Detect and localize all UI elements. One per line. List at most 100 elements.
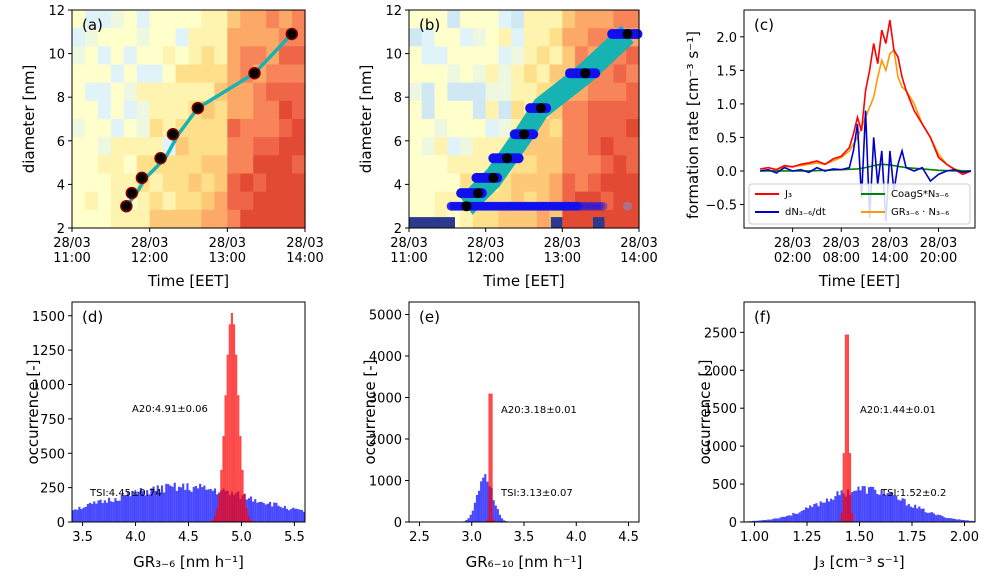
y-tick-label: 4 <box>57 178 65 193</box>
y-axis-label: occurrence [-] <box>361 359 379 464</box>
heatmap-cell <box>136 209 151 229</box>
histogram-bar <box>939 515 942 522</box>
heatmap-cell <box>626 64 640 84</box>
heatmap-cell <box>162 28 177 47</box>
histogram-bar <box>218 493 221 522</box>
x-tick-label: 3.5 <box>514 530 535 545</box>
heatmap-cell <box>447 119 461 138</box>
histogram-bar <box>78 506 81 522</box>
histogram-bar <box>790 515 793 522</box>
stat-annotation: A20:4.91±0.06 <box>132 404 208 415</box>
fit-point <box>593 201 603 211</box>
mode-point <box>285 27 299 41</box>
heatmap-cell <box>214 191 228 211</box>
histogram-bar <box>292 507 295 522</box>
heatmap-cell <box>97 10 112 29</box>
stat-annotation: TSI:4.45±0.74 <box>89 488 162 499</box>
heatmap-cell <box>626 46 640 66</box>
heatmap-cell <box>136 64 151 84</box>
heatmap-cell <box>292 209 306 229</box>
histogram-bar <box>769 519 772 522</box>
y-tick-label: 2500 <box>704 326 737 341</box>
x-tick-label: 2.5 <box>409 530 430 545</box>
histogram-bar <box>80 509 83 522</box>
stat-annotation: TSI:3.13±0.07 <box>500 488 573 499</box>
heatmap-cell <box>447 46 461 66</box>
histogram-bar <box>954 519 957 522</box>
histogram-bar <box>101 502 104 522</box>
histogram-bar <box>239 436 242 522</box>
histogram-bar <box>754 520 757 522</box>
histogram-bar <box>114 498 117 522</box>
heatmap-cell <box>626 119 640 138</box>
heatmap-cell <box>149 173 164 193</box>
heatmap-cell <box>240 82 254 102</box>
heatmap-cell <box>613 82 627 102</box>
heatmap-cell <box>188 46 203 66</box>
histogram-bar <box>815 503 818 522</box>
histogram-bar <box>876 493 879 522</box>
histogram-bar <box>72 510 75 522</box>
histogram-bar <box>230 313 233 522</box>
heatmap-cell <box>472 46 487 66</box>
heatmap-cell <box>600 155 615 175</box>
heatmap-cell <box>110 155 125 175</box>
histogram-bar <box>779 517 782 522</box>
heatmap-cell <box>227 191 241 211</box>
histogram-bar <box>129 496 132 522</box>
heatmap-cell <box>266 173 280 193</box>
histogram-bar <box>828 501 831 522</box>
heatmap-cell <box>511 64 525 84</box>
heatmap-cell <box>292 10 306 29</box>
y-tick-label: 8 <box>57 91 65 106</box>
histogram-bar <box>771 519 774 522</box>
x-tick-label: 28/03 <box>286 236 323 251</box>
heatmap-cell <box>472 28 487 47</box>
heatmap-cell <box>253 28 267 47</box>
y-tick-label: 2 <box>57 222 65 237</box>
heatmap-cell <box>201 119 215 138</box>
heatmap-cell <box>575 173 589 193</box>
fit-point <box>575 201 585 211</box>
heatmap-cell <box>279 137 293 156</box>
x-tick-label: 2.00 <box>950 530 979 545</box>
histogram-bar <box>501 518 504 522</box>
histogram-bar <box>823 502 826 522</box>
mode-point <box>502 153 513 164</box>
heatmap-cell <box>162 209 177 229</box>
heatmap-cell <box>434 64 448 84</box>
y-tick-label: 10 <box>48 48 65 63</box>
fit-point <box>598 201 608 211</box>
heatmap-cell <box>279 10 293 29</box>
heatmap-cell <box>524 64 538 84</box>
heatmap-cell <box>253 209 267 229</box>
heatmap-cell <box>472 137 487 156</box>
histogram-bar <box>930 512 933 522</box>
heatmap-cell <box>227 100 241 120</box>
heatmap-cell <box>421 28 436 47</box>
histogram-bar <box>951 518 954 522</box>
x-tick-label: 5.0 <box>231 530 252 545</box>
heatmap-cell <box>149 119 164 138</box>
plot-frame <box>408 9 640 229</box>
histogram-bar <box>863 486 866 522</box>
panel-f: 1.00 1.25 1.50 1.75 2.00 0 500 1000 1500 2000 2500… <box>696 301 979 571</box>
histogram-bar <box>139 487 142 522</box>
heatmap-cell <box>536 155 551 175</box>
histogram-bar <box>288 510 291 522</box>
histogram-bar <box>243 493 246 522</box>
y-tick-label: 2000 <box>369 433 402 448</box>
histogram-bar <box>88 502 92 522</box>
heatmap-cell <box>214 209 228 229</box>
heatmap-cell <box>201 173 215 193</box>
mode-point <box>473 188 483 199</box>
heatmap-cell <box>485 209 500 229</box>
heatmap-cell <box>447 155 461 175</box>
heatmap-cell <box>136 100 151 120</box>
histogram-bar <box>158 492 161 522</box>
heatmap-cell <box>292 155 306 175</box>
panel-b: 28/0311:0028/0312:0028/0313:0028/0314:00… <box>357 4 658 290</box>
histogram-bar <box>945 518 948 522</box>
growth-fit-line <box>124 32 294 208</box>
mode-point <box>535 103 546 114</box>
